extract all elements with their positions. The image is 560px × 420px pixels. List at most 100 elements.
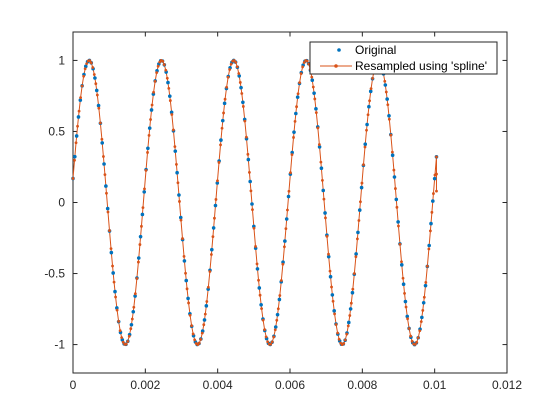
data-point-original: [385, 97, 389, 101]
data-point-original: [403, 299, 408, 304]
data-point-resampled: [156, 64, 160, 68]
legend-label-original: Original: [355, 43, 396, 57]
data-point-resampled: [346, 324, 350, 328]
data-point-resampled: [327, 252, 330, 256]
data-point-resampled: [219, 143, 222, 147]
data-point-resampled: [205, 300, 209, 303]
data-point-resampled: [258, 293, 262, 297]
data-point-resampled: [333, 312, 336, 316]
data-point-original: [93, 76, 97, 80]
data-point-resampled: [209, 253, 213, 256]
data-point-resampled: [424, 281, 428, 284]
data-point-resampled: [428, 229, 432, 233]
data-point-original: [78, 98, 83, 102]
data-point-resampled: [270, 340, 274, 344]
data-point-original: [136, 256, 141, 260]
data-point-original: [248, 179, 252, 184]
data-point-original: [350, 290, 355, 295]
data-point-resampled: [199, 337, 203, 341]
data-point-resampled: [193, 338, 197, 342]
data-point-original: [312, 91, 316, 95]
data-point-resampled: [343, 338, 347, 342]
data-point-resampled: [279, 279, 283, 282]
data-point-resampled: [383, 79, 387, 83]
data-point-resampled: [226, 75, 230, 79]
data-point-resampled: [178, 200, 181, 203]
legend-box: [309, 41, 498, 75]
data-point-original: [182, 259, 187, 263]
data-point-resampled: [234, 61, 238, 64]
data-point-original: [138, 234, 143, 239]
data-point-resampled: [165, 76, 169, 80]
data-point-resampled: [222, 111, 225, 115]
data-point-resampled: [365, 128, 368, 132]
y-tick-label: -1: [54, 338, 65, 352]
data-point-resampled: [232, 59, 236, 62]
data-point-resampled: [114, 295, 117, 299]
data-point-resampled: [435, 189, 438, 193]
data-point-resampled: [213, 216, 216, 220]
y-tick-label: -0.5: [44, 267, 65, 281]
data-point-resampled: [200, 331, 204, 335]
data-point-resampled: [389, 133, 393, 137]
data-point-resampled: [162, 63, 166, 66]
data-point-original: [147, 126, 152, 130]
data-point-original: [405, 314, 410, 319]
data-point-original: [357, 208, 362, 212]
data-point-original: [365, 122, 369, 127]
data-point-resampled: [130, 317, 134, 321]
data-point-resampled: [144, 169, 148, 172]
data-point-original: [319, 166, 324, 171]
data-point-original: [420, 315, 424, 320]
data-point-original: [332, 309, 336, 313]
x-tick-label: 0: [70, 378, 77, 392]
data-point-resampled: [147, 133, 151, 137]
data-point-original: [292, 130, 296, 134]
data-point-resampled: [188, 313, 192, 317]
data-point-original: [213, 203, 218, 208]
data-point-original: [347, 320, 351, 325]
data-point-original: [109, 250, 114, 255]
data-point-resampled: [100, 137, 104, 141]
data-point-resampled: [89, 61, 93, 65]
data-point-resampled: [421, 308, 425, 312]
data-point-resampled: [80, 84, 84, 88]
data-point-resampled: [410, 339, 414, 343]
data-point-resampled: [98, 121, 102, 125]
data-point-original: [129, 322, 134, 327]
data-point-original: [239, 85, 243, 90]
data-point-original: [359, 185, 364, 190]
data-point-resampled: [85, 62, 89, 65]
data-point-resampled: [264, 335, 268, 339]
data-point-original: [133, 294, 137, 298]
data-point-resampled: [293, 119, 297, 123]
data-point-resampled: [290, 153, 294, 157]
data-point-resampled: [397, 224, 400, 228]
data-point-resampled: [238, 81, 242, 84]
data-point-resampled: [260, 307, 263, 310]
data-point-resampled: [251, 208, 254, 212]
data-point-original: [237, 74, 242, 78]
data-point-original: [177, 193, 181, 197]
data-point-original: [146, 146, 150, 151]
data-point-resampled: [269, 342, 273, 346]
data-point-resampled: [112, 280, 116, 284]
data-point-original: [169, 110, 174, 115]
data-point-resampled: [289, 171, 292, 175]
data-point-resampled: [292, 136, 295, 139]
data-point-resampled: [425, 264, 429, 268]
data-point-original: [387, 113, 391, 118]
data-point-resampled: [266, 340, 270, 344]
data-point-resampled: [83, 67, 87, 71]
data-point-resampled: [352, 272, 356, 275]
data-point-resampled: [404, 305, 408, 309]
data-point-resampled: [432, 192, 435, 195]
data-point-resampled: [321, 179, 324, 182]
data-point-original: [168, 94, 172, 98]
data-point-resampled: [115, 308, 119, 312]
data-point-resampled: [348, 314, 352, 317]
data-point-resampled: [77, 109, 81, 113]
data-point-resampled: [371, 77, 374, 80]
legend: Original Resampled using 'spline': [309, 41, 498, 75]
